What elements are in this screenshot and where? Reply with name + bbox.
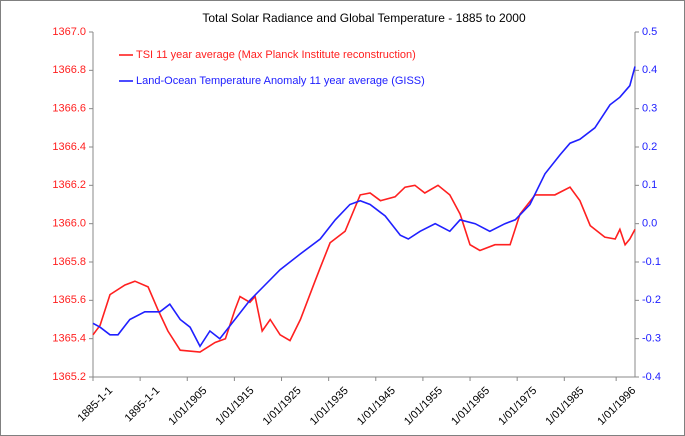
y-tick-label: 1365.2 [52, 371, 86, 383]
y2-tick-label: -0.2 [642, 294, 661, 306]
y2-tick-label: 0.3 [642, 103, 657, 115]
series-line [92, 184, 636, 353]
y2-tick-label: -0.1 [642, 256, 661, 268]
y2-tick-label: -0.4 [642, 371, 661, 383]
y2-tick-label: 0.2 [642, 141, 657, 153]
y-tick-label: 1367.0 [52, 26, 86, 38]
y-tick-label: 1365.6 [52, 294, 86, 306]
y2-tick-label: 0.4 [642, 64, 657, 76]
chart-title: Total Solar Radiance and Global Temperat… [202, 11, 526, 25]
y2-tick-label: 0.5 [642, 26, 657, 38]
y-tick-label: 1366.0 [52, 218, 86, 230]
y-tick-label: 1366.2 [52, 179, 86, 191]
y2-tick-label: 0.1 [642, 179, 657, 191]
y-tick-label: 1366.4 [52, 141, 86, 153]
y-tick-label: 1365.8 [52, 256, 86, 268]
y2-tick-label: -0.3 [642, 333, 661, 345]
y-tick-label: 1366.8 [52, 64, 86, 76]
legend-label: Land-Ocean Temperature Anomaly 11 year a… [136, 75, 425, 87]
legend-label: TSI 11 year average (Max Planck Institut… [136, 49, 416, 61]
y-tick-label: 1366.6 [52, 103, 86, 115]
y2-tick-label: 0.0 [642, 218, 657, 230]
series-line [92, 66, 636, 348]
y-tick-label: 1365.4 [52, 333, 86, 345]
